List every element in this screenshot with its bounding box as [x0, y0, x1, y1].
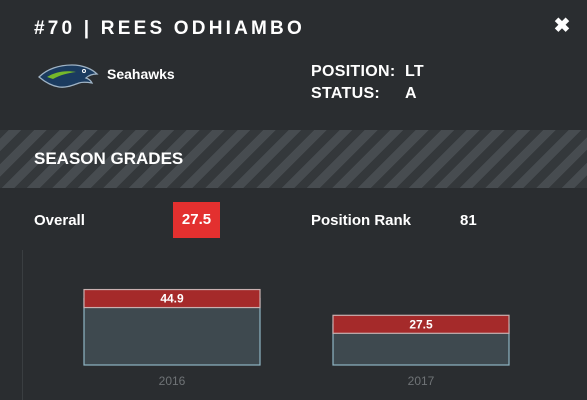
grade-bar	[83, 297, 261, 366]
grade-bar-label-box	[332, 314, 510, 334]
grade-bar-value: 27.5	[409, 317, 433, 331]
position-label: POSITION:	[311, 63, 396, 80]
season-grades-chart: 44.9 27.5 2016 2017	[0, 250, 587, 400]
close-icon[interactable]: ✖	[553, 15, 571, 37]
section-banner	[0, 130, 587, 188]
status-row: STATUS: A	[311, 85, 417, 103]
status-label: STATUS:	[311, 85, 381, 102]
season-year-label: 2017	[407, 374, 435, 388]
grade-bar-label-box	[83, 288, 261, 309]
position-row: POSITION: LT	[311, 63, 424, 81]
player-title: #70 | REES ODHIAMBO	[34, 18, 305, 39]
seahawks-logo	[38, 64, 99, 88]
season-year-label: 2016	[158, 374, 186, 388]
status-value: A	[405, 85, 417, 102]
team-name: Seahawks	[107, 66, 175, 82]
position-value: LT	[405, 63, 424, 80]
season-grades-svg: 44.9 27.5	[22, 250, 510, 400]
position-rank-value: 81	[460, 212, 477, 229]
section-heading: SEASON GRADES	[34, 149, 184, 168]
overall-grade-badge: 27.5	[173, 202, 220, 238]
overall-label: Overall	[34, 212, 85, 229]
grade-bar-value: 44.9	[160, 292, 184, 306]
position-rank-label: Position Rank	[311, 212, 412, 229]
